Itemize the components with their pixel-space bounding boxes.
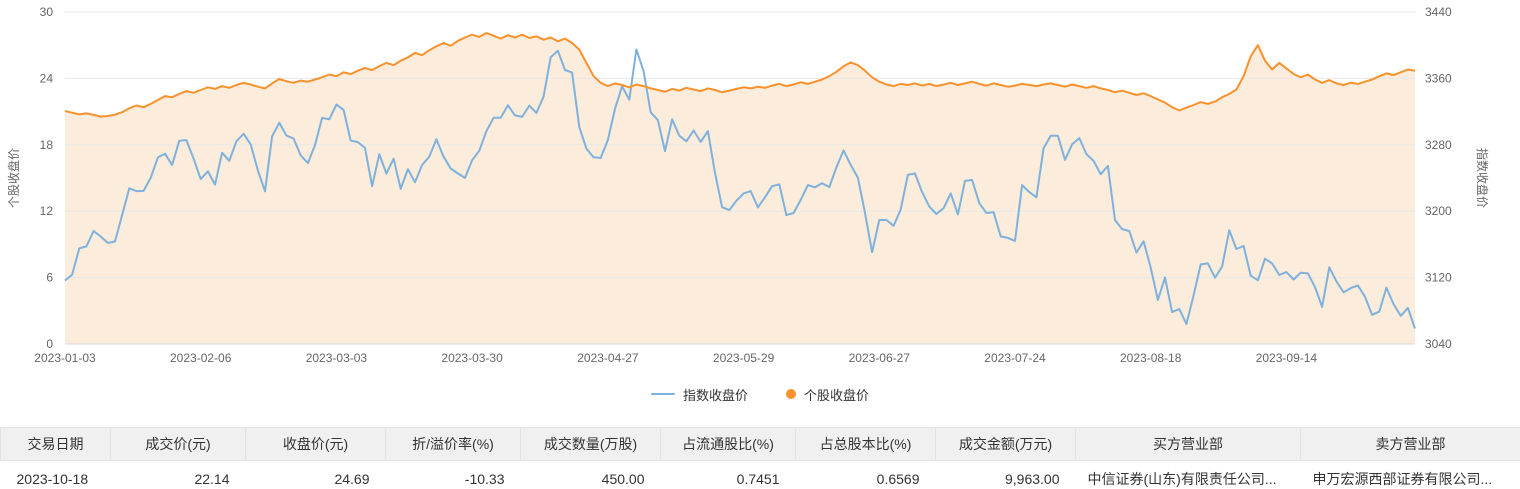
column-header-2: 成交价(元): [110, 427, 246, 461]
left-axis-tick: 18: [40, 138, 54, 152]
right-axis-tick: 3120: [1425, 271, 1452, 285]
table-cell: 中信证券(山东)有限责任公司...: [1075, 460, 1301, 489]
column-header-10: 卖方营业部: [1300, 427, 1520, 461]
column-header-7: 占总股本比(%): [795, 427, 936, 461]
index-close-line: [64, 48, 1416, 329]
x-axis-tick: 2023-03-30: [441, 351, 503, 365]
right-axis-tick: 3440: [1425, 5, 1452, 19]
x-axis-tick: 2023-03-03: [306, 351, 368, 365]
left-axis-tick: 30: [40, 5, 54, 19]
legend-label: 指数收盘价: [682, 387, 748, 403]
right-axis-tick: 3360: [1425, 71, 1452, 85]
column-header-6: 占流通股比(%): [660, 427, 796, 461]
x-axis-tick: 2023-05-29: [713, 351, 775, 365]
column-header-8: 成交金额(万元): [935, 427, 1076, 461]
line-marker-icon: [650, 393, 675, 395]
table-cell: -10.33: [385, 460, 521, 489]
table-cell: 9,963.00: [935, 460, 1076, 489]
left-axis-tick: 6: [46, 271, 53, 285]
legend-item-stock-close[interactable]: 个股收盘价: [786, 385, 869, 404]
x-axis-tick: 2023-08-18: [1120, 351, 1182, 365]
right-axis-title: 指数收盘价: [1475, 148, 1490, 208]
x-axis-tick: 2023-01-03: [34, 351, 96, 365]
legend-item-index-close[interactable]: 指数收盘价: [650, 385, 748, 404]
table-cell: 2023-10-18: [0, 460, 111, 489]
table-row: 2023-10-18 22.14 24.69 -10.33 450.00 0.7451 0.…: [0, 460, 1520, 489]
x-axis-tick: 2023-06-27: [849, 351, 911, 365]
column-header-1: 交易日期: [0, 427, 111, 461]
table-cell: 24.69: [245, 460, 386, 489]
x-axis-tick: 2023-02-06: [170, 351, 232, 365]
right-axis-tick: 3280: [1425, 138, 1452, 152]
left-axis-tick: 12: [40, 204, 54, 218]
right-axis-tick: 3200: [1425, 204, 1452, 218]
left-axis-title: 个股收盘价: [6, 148, 21, 208]
table-cell: 0.7451: [660, 460, 796, 489]
stock-close-line: [64, 32, 1416, 118]
column-header-5: 成交数量(万股): [520, 427, 661, 461]
x-axis-tick: 2023-07-24: [984, 351, 1046, 365]
chart-legend: 指数收盘价 个股收盘价: [0, 381, 1520, 407]
x-axis-tick: 2023-04-27: [577, 351, 639, 365]
block-trade-table: 交易日期 成交价(元) 收盘价(元) 折/溢价率(%) 成交数量(万股) 占流通股比(%)…: [0, 427, 1520, 489]
right-axis-tick: 3040: [1425, 337, 1452, 351]
stock-area-fill: [65, 33, 1415, 344]
table-header-row: 交易日期 成交价(元) 收盘价(元) 折/溢价率(%) 成交数量(万股) 占流通股比(%)…: [0, 427, 1520, 461]
table-cell: 22.14: [110, 460, 246, 489]
x-axis-tick: 2023-09-14: [1256, 351, 1318, 365]
table-cell: 450.00: [520, 460, 661, 489]
table-cell: 0.6569: [795, 460, 936, 489]
column-header-4: 折/溢价率(%): [385, 427, 521, 461]
left-axis-tick: 0: [46, 337, 53, 351]
block-trade-chart: 0 6 12 18 24 30 3040 3120 3200 3280 3360 3440 2023-0…: [0, 5, 1520, 407]
dot-marker-icon: [786, 389, 796, 399]
left-axis-tick: 24: [40, 71, 54, 85]
column-header-9: 买方营业部: [1075, 427, 1301, 461]
price-chart-canvas: 0 6 12 18 24 30 3040 3120 3200 3280 3360 3440 2023-0…: [6, 5, 1490, 365]
legend-label: 个股收盘价: [804, 387, 870, 403]
table-cell: 申万宏源西部证券有限公司...: [1300, 460, 1520, 489]
column-header-3: 收盘价(元): [245, 427, 386, 461]
